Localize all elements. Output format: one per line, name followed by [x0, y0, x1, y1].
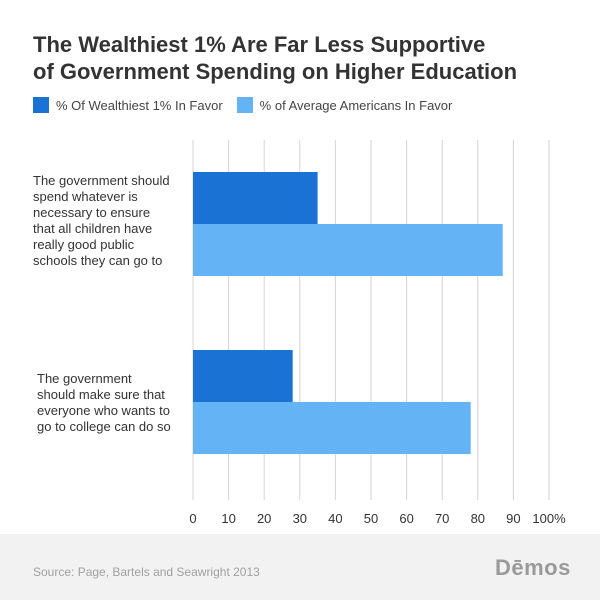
legend-item-average: % of Average Americans In Favor	[236, 97, 453, 113]
x-tick-label: 80	[471, 511, 485, 526]
category-label: The government should make sure that every…	[37, 371, 171, 435]
category-label-line: really good public	[33, 237, 135, 252]
category-label-line: that all children have	[33, 221, 153, 236]
legend-item-wealthiest: % Of Wealthiest 1% In Favor	[33, 97, 223, 113]
bar-average	[193, 224, 503, 276]
category-label-line: The government should	[33, 173, 170, 188]
legend-swatch-wealthiest	[33, 97, 49, 113]
x-tick-label: 60	[399, 511, 413, 526]
x-tick-label: 10	[221, 511, 235, 526]
category-label-line: go to college can do so	[37, 419, 171, 434]
category-label-line: schools they can go to	[33, 253, 163, 268]
category-label-line: The government	[37, 371, 132, 386]
demos-logo: Dēmos	[495, 555, 571, 580]
category-label-line: everyone who wants to	[37, 403, 170, 418]
title-line-1: The Wealthiest 1% Are Far Less Supportiv…	[33, 32, 486, 57]
x-tick-label: 70	[435, 511, 449, 526]
x-tick-label: 20	[257, 511, 271, 526]
x-axis-ticks: 0 10 20 30 40 50 60 70 80 90 100%	[189, 511, 566, 526]
bar-chart: 0 10 20 30 40 50 60 70 80 90 100%	[189, 140, 566, 526]
legend: % Of Wealthiest 1% In Favor % of Average…	[33, 95, 466, 115]
source-note: Source: Page, Bartels and Seawright 2013	[33, 565, 260, 579]
bars	[193, 172, 503, 454]
bar-wealthiest	[193, 350, 293, 402]
legend-label-average: % of Average Americans In Favor	[259, 97, 453, 113]
bar-average	[193, 402, 471, 454]
x-tick-label: 90	[506, 511, 520, 526]
legend-swatch-average	[236, 97, 253, 113]
bar-wealthiest	[193, 172, 318, 224]
x-tick-label: 100%	[532, 511, 566, 526]
legend-label-wealthiest: % Of Wealthiest 1% In Favor	[56, 97, 223, 113]
category-label: The government should spend whatever is ne…	[33, 173, 170, 269]
chart-title: The Wealthiest 1% Are Far Less Supportiv…	[33, 31, 573, 85]
category-label-line: necessary to ensure	[33, 205, 151, 220]
x-tick-label: 30	[293, 511, 307, 526]
title-line-2: of Government Spending on Higher Educati…	[33, 59, 518, 84]
x-tick-label: 40	[328, 511, 342, 526]
category-label-line: should make sure that	[37, 387, 165, 402]
category-label-line: spend whatever is	[33, 189, 138, 204]
x-tick-label: 50	[364, 511, 378, 526]
x-tick-label: 0	[189, 511, 196, 526]
